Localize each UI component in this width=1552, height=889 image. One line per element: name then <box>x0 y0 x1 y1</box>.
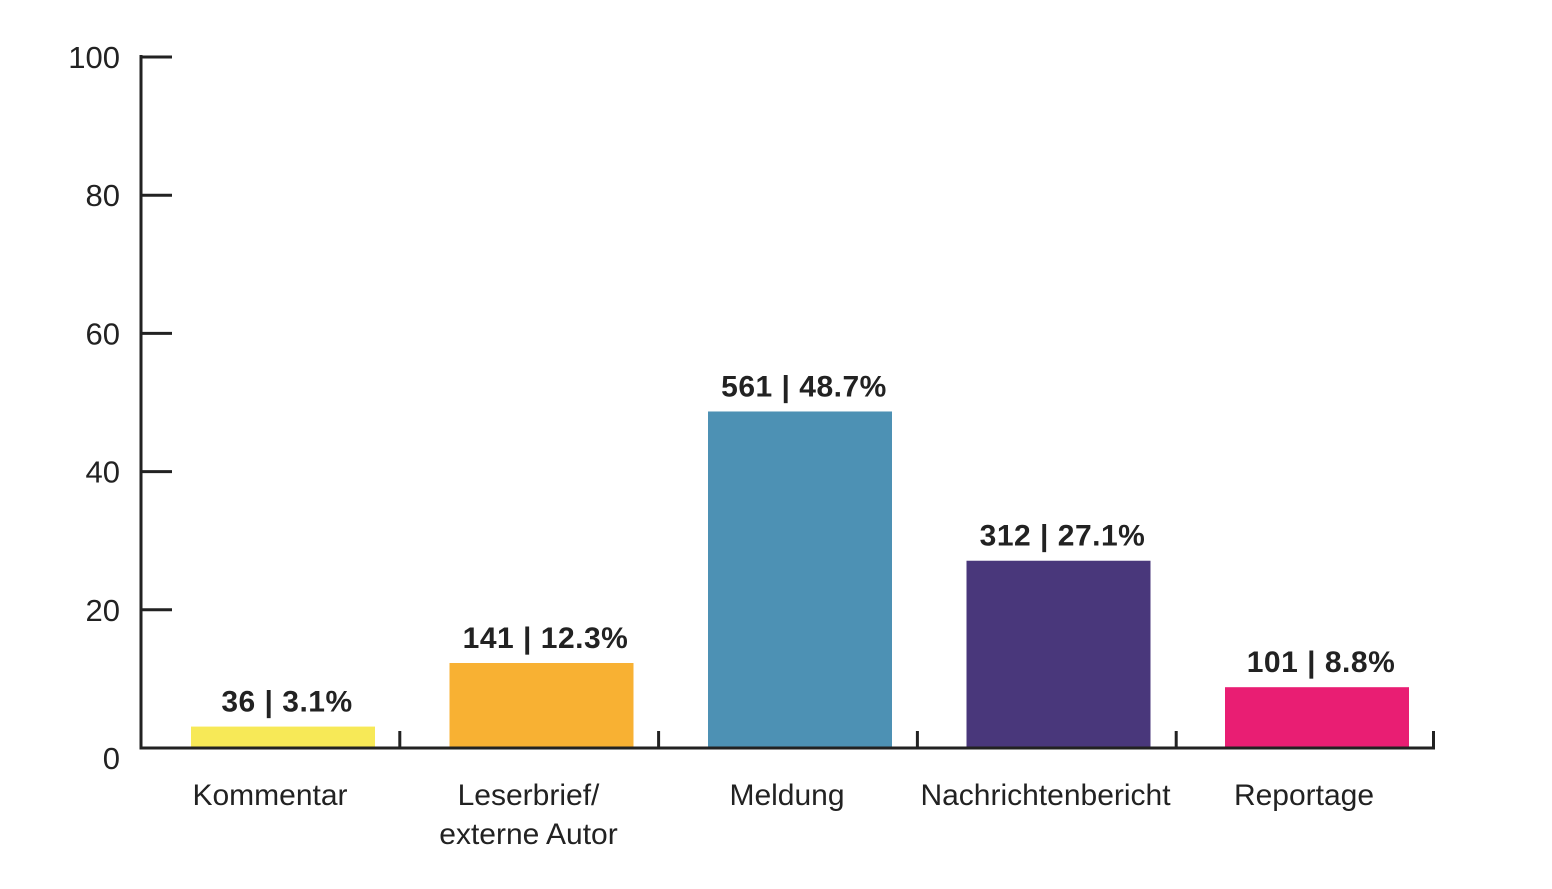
x-category-label-line: Nachrichtenbericht <box>920 779 1171 812</box>
data-label: 561 | 48.7% <box>721 370 887 403</box>
y-tick-label: 0 <box>103 741 120 776</box>
x-category-label: Kommentar <box>192 779 347 812</box>
x-category-label: Leserbrief/externe Autor <box>439 779 617 851</box>
bar-reportage <box>1225 687 1409 747</box>
data-label: 312 | 27.1% <box>980 520 1146 553</box>
x-category-label: Reportage <box>1234 779 1374 812</box>
x-category-label-line: Reportage <box>1234 779 1374 812</box>
x-category-label-line: Kommentar <box>192 779 347 812</box>
x-category-label-line: externe Autor <box>439 818 617 851</box>
x-category-label-line: Meldung <box>729 779 844 812</box>
bar-nachrichtenbericht <box>966 560 1151 747</box>
y-tick-label: 60 <box>86 316 120 351</box>
data-label: 141 | 12.3% <box>463 622 629 655</box>
x-category-label: Meldung <box>729 779 844 812</box>
y-tick-label: 40 <box>86 455 120 490</box>
y-tick-label: 20 <box>86 593 120 628</box>
x-category-label-line: Leserbrief/ <box>458 779 600 812</box>
bar-kommentar <box>191 726 375 747</box>
y-tick-label: 100 <box>68 40 120 75</box>
data-label: 101 | 8.8% <box>1247 646 1396 679</box>
data-label: 36 | 3.1% <box>221 686 352 719</box>
x-category-label: Nachrichtenbericht <box>920 779 1171 812</box>
bar-leserbrief <box>449 663 634 747</box>
y-tick-label: 80 <box>86 178 120 213</box>
bar-meldung <box>708 411 892 747</box>
